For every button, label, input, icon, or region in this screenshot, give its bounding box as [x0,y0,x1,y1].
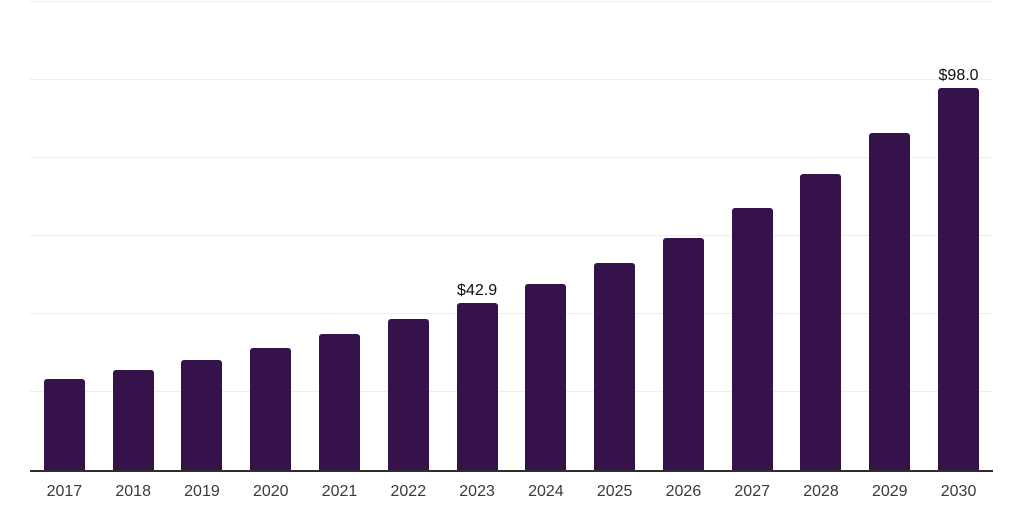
gridline-40 [30,313,993,315]
bar-slot-2023: $42.9 [443,2,512,470]
bar-slot-2020 [236,2,305,470]
gridline-120 [30,1,993,2]
x-axis-label-2023: 2023 [459,483,495,500]
bar-2024 [525,283,567,470]
x-axis-label-2021: 2021 [321,483,358,500]
x-axis-label-2018: 2018 [115,483,151,500]
bar-slot-2026 [649,2,718,470]
bar-slot-2027 [718,2,787,470]
x-axis-label-2020: 2020 [252,483,289,500]
plot-area: $42.9 $98.0 [30,1,993,472]
x-axis-label-2025: 2025 [596,483,633,500]
bar-slot-2022 [374,2,443,470]
x-axis-label-2024: 2024 [528,483,564,500]
bar-slot-2028 [787,2,856,470]
bar-slot-2021 [305,2,374,470]
bar-slot-2029 [855,2,924,470]
x-axis-label-2019: 2019 [184,483,220,500]
bar-2025 [594,262,636,470]
gridline-20 [30,391,993,393]
bar-slot-2024 [511,2,580,470]
bar-2028 [800,173,842,470]
x-axis-label-2028: 2028 [803,483,839,500]
bar-slot-2018 [99,2,168,470]
x-axis-label-2030: 2030 [940,483,977,500]
bar-slot-2019 [168,2,237,470]
bar-slot-2030: $98.0 [924,2,993,470]
bar-2022 [387,319,429,470]
bar-2021 [319,334,361,470]
bar-2020 [250,347,292,470]
gridline-80 [30,157,993,159]
x-axis-label-2026: 2026 [665,483,702,500]
gridline-100 [30,79,993,80]
value-label-2023: $42.9 [457,281,498,299]
bar-2023: $42.9 [456,282,498,470]
bar-2029 [869,133,911,470]
bar-2019 [181,359,223,470]
bar-2027 [731,207,773,470]
x-axis-label-2017: 2017 [46,483,83,500]
gridline-60 [30,235,993,236]
x-axis-label-2029: 2029 [871,483,908,500]
x-axis-labels: 2017 2018 2019 2020 2021 2022 2023 2024 2025 2026… [30,483,993,501]
x-axis-label-2027: 2027 [734,483,770,500]
bars-container: $42.9 $98.0 [30,2,993,470]
bar-2026 [662,237,704,470]
value-label-2030: $98.0 [938,66,979,84]
bar-2017 [43,378,85,470]
bar-2030: $98.0 [938,67,980,470]
x-axis-label-2022: 2022 [390,483,427,500]
bar-slot-2025 [580,2,649,470]
bar-2018 [112,369,154,470]
bar-slot-2017 [30,2,99,470]
